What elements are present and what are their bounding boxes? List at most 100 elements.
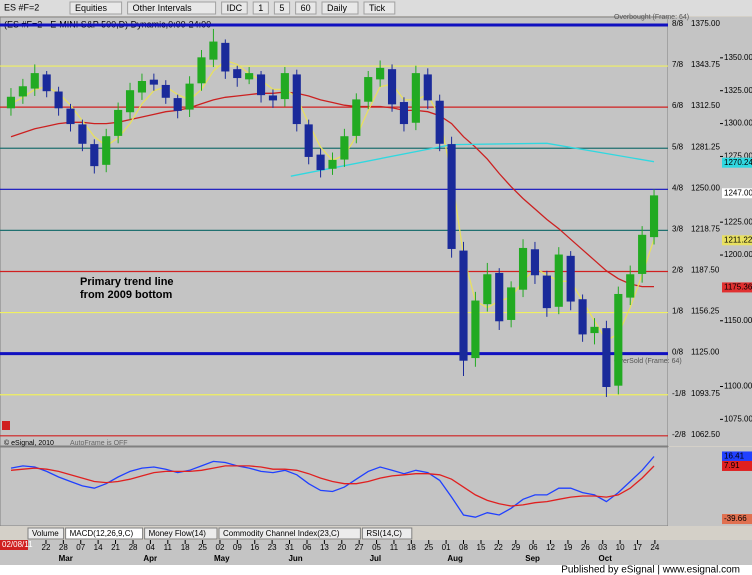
candle-body xyxy=(197,57,206,84)
candle-body xyxy=(507,287,516,320)
tab-label[interactable]: RSI(14,C) xyxy=(366,529,402,538)
candle-body xyxy=(483,274,492,305)
candle-body xyxy=(304,124,313,157)
toolbar-label[interactable]: 5 xyxy=(279,3,284,13)
toolbar-button[interactable] xyxy=(321,1,359,15)
y-tick-label: 1225.00 xyxy=(724,217,752,226)
y-tick-label: 1300.00 xyxy=(724,119,752,128)
candle-body xyxy=(125,90,135,113)
candle-body xyxy=(90,144,99,167)
tab-label[interactable]: Commodity Channel Index(23,C) xyxy=(223,529,340,538)
x-tick-label: 15 xyxy=(477,543,486,552)
toolbar-button[interactable] xyxy=(69,1,123,15)
level-price: 1218.75 xyxy=(691,224,720,233)
oversold: OverSold (Frame: 64) xyxy=(614,358,682,365)
month-label: Mar xyxy=(59,554,73,563)
price-marker-label: 1270.24 xyxy=(724,158,752,167)
tab-label[interactable]: Volume xyxy=(32,529,59,538)
toolbar-button[interactable] xyxy=(252,1,269,15)
series-line xyxy=(10,465,655,507)
y-tick-label: 1275.00 xyxy=(724,152,752,161)
date-axis xyxy=(0,540,752,565)
x-tick-label: 28 xyxy=(59,543,68,552)
tab[interactable] xyxy=(65,527,144,540)
y-tick-label: 1075.00 xyxy=(724,414,752,423)
toolbar-button[interactable] xyxy=(127,1,217,15)
y-tick-label: 1150.00 xyxy=(724,316,752,325)
candle-body xyxy=(221,42,230,72)
toolbar-label[interactable]: Tick xyxy=(369,3,386,13)
level-price: 1343.75 xyxy=(691,60,720,69)
candle-body xyxy=(268,95,278,101)
candle-body xyxy=(530,249,540,276)
toolbar-label[interactable]: Equities xyxy=(75,3,108,13)
month-label: Jun xyxy=(288,554,302,563)
level-price: 1281.25 xyxy=(691,142,720,151)
candle-body xyxy=(114,109,123,136)
x-tick-label: 22 xyxy=(494,543,503,552)
x-tick-label: 16 xyxy=(250,543,259,552)
toolbar-button[interactable] xyxy=(295,1,317,15)
toolbar-button[interactable] xyxy=(363,1,396,15)
level-frame: 1/8 xyxy=(672,307,684,316)
candle-body xyxy=(42,74,51,92)
candle-body xyxy=(78,124,87,144)
x-tick-label: 08 xyxy=(459,543,468,552)
level-frame: 4/8 xyxy=(672,183,684,192)
level-price: 1250.00 xyxy=(691,183,720,192)
candle-body xyxy=(233,69,242,79)
p-marker xyxy=(2,421,10,430)
toolbar-label[interactable]: 60 xyxy=(301,3,311,13)
toolbar-label[interactable]: Daily xyxy=(327,3,348,13)
price-marker xyxy=(722,235,752,246)
candle-body xyxy=(590,326,599,334)
price-marker xyxy=(722,451,752,462)
month-label: Oct xyxy=(599,554,613,563)
candle-body xyxy=(316,154,325,171)
candle-body xyxy=(161,84,170,98)
candle-body xyxy=(280,73,289,100)
x-tick-label: 09 xyxy=(233,543,242,552)
tab[interactable] xyxy=(144,527,218,540)
autoframe: AutoFrame is OFF xyxy=(70,440,128,447)
candle-body xyxy=(638,234,647,274)
x-tick-label: 22 xyxy=(42,543,51,552)
toolbar-label[interactable]: Other Intervals xyxy=(133,3,193,13)
toolbar-button[interactable] xyxy=(273,1,291,15)
candle-body xyxy=(102,136,111,165)
tab-label[interactable]: MACD(12,26,9,C) xyxy=(70,529,134,538)
month-label: Sep xyxy=(525,554,540,563)
level-frame: 2/8 xyxy=(672,266,684,275)
x-tick-label: 12 xyxy=(546,543,555,552)
level-frame: 6/8 xyxy=(672,101,684,110)
candle-body xyxy=(459,250,468,361)
x-tick-label: 24 xyxy=(650,543,659,552)
tab-label[interactable]: Money Flow(14) xyxy=(149,529,207,538)
x-tick-label: 11 xyxy=(164,543,173,552)
footer: Published by eSignal | www.esignal.com xyxy=(561,565,740,575)
x-tick-label: 27 xyxy=(355,543,364,552)
candle-body xyxy=(185,83,194,110)
candle-body xyxy=(376,67,385,80)
x-tick-label: 13 xyxy=(320,543,329,552)
tab[interactable] xyxy=(27,527,65,540)
x-tick-label: 25 xyxy=(198,543,207,552)
toolbar-button[interactable] xyxy=(221,1,248,15)
candle-body xyxy=(614,293,623,386)
month-label: Apr xyxy=(143,554,157,563)
price-marker-label: 7.91 xyxy=(724,461,740,470)
candle-body xyxy=(328,159,337,169)
footer-bar xyxy=(0,565,752,575)
x-tick-label: 17 xyxy=(633,543,642,552)
candle-body xyxy=(602,328,611,387)
tab[interactable] xyxy=(361,527,413,540)
y-tick-label: 1200.00 xyxy=(724,250,752,259)
toolbar-label[interactable]: 1 xyxy=(258,3,263,13)
x-tick-label: 21 xyxy=(111,543,120,552)
price-marker-label: 1175.36 xyxy=(724,283,752,292)
toolbar-label[interactable]: IDC xyxy=(227,3,243,13)
candle-body xyxy=(292,74,301,125)
symbol[interactable]: ES #F=2 xyxy=(4,2,39,12)
x-tick-label: 14 xyxy=(94,543,103,552)
tab[interactable] xyxy=(218,527,361,540)
